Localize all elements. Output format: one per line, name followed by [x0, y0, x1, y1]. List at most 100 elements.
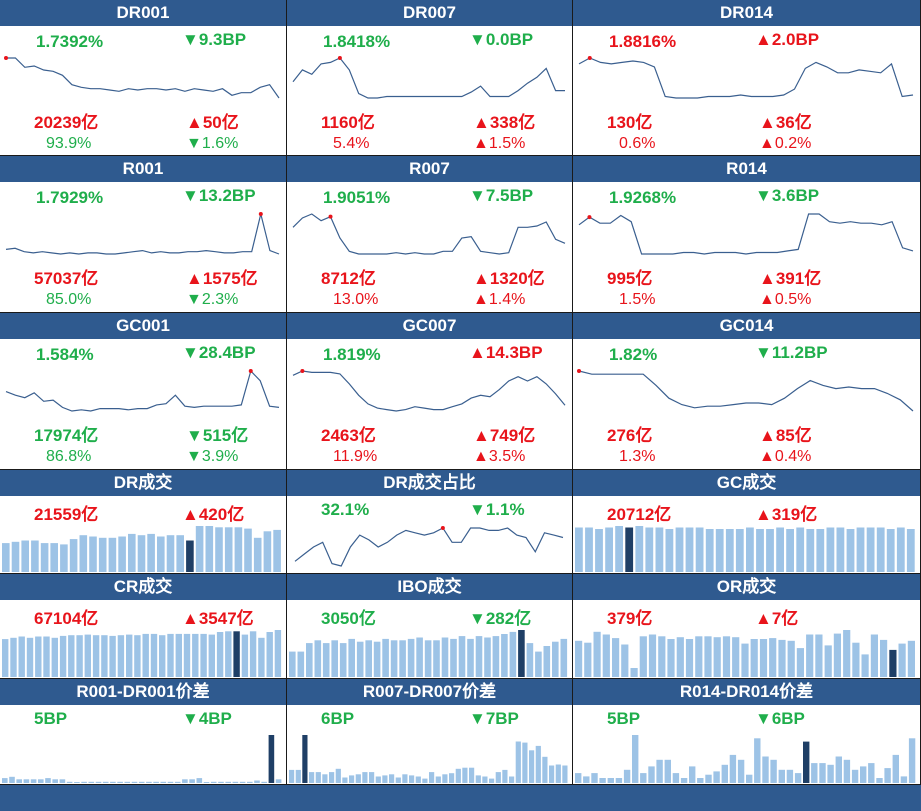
bar	[502, 769, 508, 783]
panel-title: DR014	[573, 0, 920, 26]
bar	[868, 763, 875, 783]
bar	[870, 634, 878, 677]
bar	[390, 640, 398, 677]
bar	[522, 742, 528, 783]
bar	[30, 779, 37, 783]
bar	[665, 529, 674, 572]
series-line	[578, 213, 914, 255]
share: 13.0%	[333, 291, 378, 309]
bar	[76, 635, 83, 677]
up-arrow-icon: ▲	[759, 269, 776, 288]
bar	[244, 528, 252, 572]
bar	[732, 637, 740, 677]
bar	[475, 636, 483, 677]
bar	[45, 778, 51, 783]
bar-highlight	[268, 735, 275, 783]
bar	[297, 651, 305, 677]
bar	[722, 636, 731, 677]
value: 6BP	[321, 709, 354, 729]
value-value: 379亿	[607, 609, 653, 628]
bar	[786, 769, 794, 783]
bar	[515, 741, 521, 783]
bar	[442, 774, 448, 783]
rate-change-value: 9.3BP	[198, 30, 247, 49]
series-line	[5, 213, 280, 255]
bar	[713, 771, 720, 783]
value-change: ▲7亿	[755, 604, 798, 629]
peak-marker	[328, 214, 333, 219]
bar	[860, 766, 867, 783]
bar	[68, 635, 75, 677]
value-change-value: 319亿	[771, 505, 818, 524]
volume: 1160亿	[321, 108, 375, 133]
value-value: 21559亿	[34, 505, 99, 524]
share-change: ▼1.6%	[186, 135, 238, 153]
panel-title: DR成交占比	[287, 470, 572, 496]
value: 5BP	[607, 709, 640, 729]
bar	[509, 631, 517, 677]
bar	[389, 774, 395, 783]
bar	[273, 529, 281, 572]
up-arrow-icon: ▲	[469, 343, 486, 362]
bar	[167, 781, 174, 783]
bar	[664, 759, 671, 783]
bar	[599, 778, 606, 783]
bar	[98, 537, 107, 572]
panel-title: R001	[0, 156, 286, 182]
bar	[342, 777, 348, 783]
bar	[632, 735, 639, 783]
series-line	[292, 213, 566, 255]
rate-line-chart	[292, 369, 566, 412]
rate-value: 1.7929%	[36, 188, 104, 207]
bar	[729, 754, 737, 783]
bar	[689, 766, 696, 783]
bar	[778, 639, 786, 677]
bar	[31, 540, 39, 572]
value-value: 20712亿	[607, 505, 672, 524]
rate-change-value: 0.0BP	[485, 30, 534, 49]
bar	[640, 773, 647, 783]
peak-marker	[4, 56, 8, 60]
bar	[210, 781, 217, 783]
bar	[458, 636, 466, 677]
bar	[196, 778, 203, 783]
value: 20712亿	[607, 500, 671, 525]
share-change-value: 1.4%	[488, 291, 526, 308]
bar	[369, 772, 375, 783]
bar	[856, 527, 865, 572]
bar	[289, 769, 295, 783]
value: 67104亿	[34, 604, 98, 629]
volume-change: ▲1320亿	[473, 264, 545, 289]
bar	[492, 636, 500, 677]
panel-cr-: CR成交 67104亿 ▲3547亿	[0, 574, 287, 679]
bar	[746, 527, 754, 572]
bar	[314, 640, 322, 677]
value-change-value: 1.1%	[485, 500, 525, 519]
up-arrow-icon: ▲	[473, 448, 489, 465]
rate-value: 1.9268%	[609, 188, 677, 207]
bar	[475, 775, 481, 783]
down-arrow-icon: ▼	[186, 135, 202, 152]
bar	[685, 527, 694, 572]
bar	[656, 759, 663, 783]
bar	[416, 637, 423, 677]
value-change: ▲420亿	[182, 500, 244, 525]
bar	[146, 781, 152, 783]
bar	[826, 527, 835, 572]
bar	[676, 637, 684, 677]
bar	[153, 781, 159, 783]
volume: 2463亿	[321, 421, 376, 446]
volume-bar-chart	[2, 735, 282, 783]
share: 11.9%	[333, 448, 377, 466]
bar	[422, 778, 428, 783]
bar	[612, 638, 620, 677]
share: 93.9%	[46, 135, 91, 153]
volume-change-value: 50亿	[202, 113, 239, 132]
bar	[365, 640, 372, 677]
share-change-value: 0.4%	[774, 448, 812, 465]
volume-change: ▼515亿	[186, 421, 248, 446]
bar	[713, 637, 721, 677]
volume: 130亿	[607, 108, 652, 133]
bar	[886, 529, 895, 572]
share: 0.6%	[619, 135, 655, 153]
